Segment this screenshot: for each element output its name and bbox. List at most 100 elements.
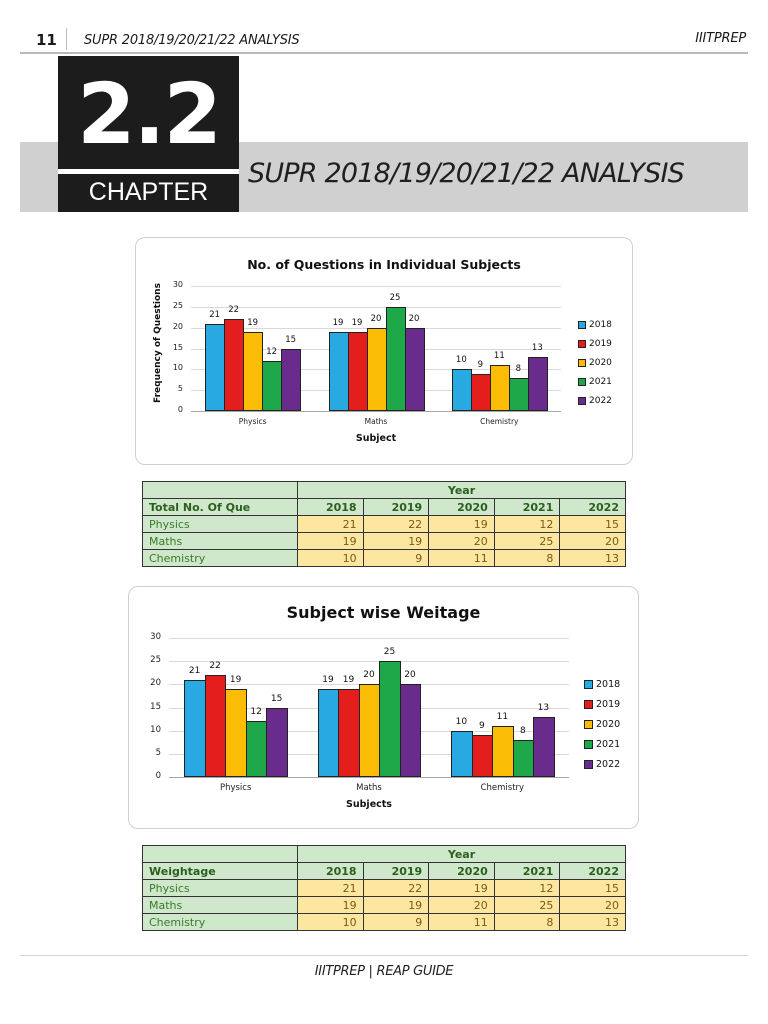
data-label: 9 [477,359,484,370]
bar-physics-2020 [225,688,247,777]
legend-item-2020: 2020 [578,358,612,368]
table-cell: 11 [428,913,495,931]
x-tick-label: Chemistry [480,783,525,793]
weightage-table: Year Weightage 2018 2019 2020 2021 2022 Physics… [142,845,626,931]
table-header-row: Total No. Of Que 2018 2019 2020 2021 2022 [142,498,626,516]
x-tick-label: Maths [356,783,382,793]
y-tick-label: 20 [172,321,183,331]
bar-chemistry-2019 [471,735,494,777]
table-cell: 19 [428,879,495,897]
column-header-2021: 2021 [493,862,561,880]
x-tick-label: Physics [219,783,252,793]
y-axis-title: Frequency of Questions [153,283,163,403]
column-header-2018: 2018 [297,862,364,880]
table-cell: 20 [428,896,495,914]
data-label: 9 [478,721,485,732]
legend-swatch-icon [578,397,586,405]
table-cell: 19 [428,515,495,533]
legend-swatch-icon [584,720,593,729]
legend-item-2019: 2019 [578,339,612,349]
bar-maths-2019 [347,331,368,411]
data-label: 20 [404,670,416,681]
table-cell: 21 [297,515,364,533]
legend-label: 2018 [589,320,612,330]
bar-maths-2020 [366,327,387,411]
legend-swatch-icon [578,378,586,386]
table-corner-cell [142,845,298,863]
data-label: 19 [342,674,355,685]
table-cell: 10 [297,913,364,931]
table-cell: 19 [362,896,430,914]
legend-swatch-icon [584,700,593,709]
table-group-header-row: Year [142,481,626,499]
y-tick-label: 20 [150,678,161,689]
data-label: 22 [209,661,221,672]
row-label: Maths [142,532,298,550]
legend-label: 2019 [596,699,621,710]
row-label: Physics [142,515,298,533]
data-label: 20 [370,313,382,324]
bar-chemistry-2018 [451,369,472,411]
legend-label: 2021 [596,739,621,750]
bar-chemistry-2021 [508,377,529,411]
row-label: Chemistry [142,913,298,931]
year-group-header: Year [297,845,626,863]
bar-physics-2020 [243,331,264,411]
bar-maths-2022 [404,327,425,411]
chapter-badge: 2.2 CHAPTER [58,56,239,212]
bar-maths-2020 [358,684,381,777]
chapter-title: SUPR 2018/19/20/21/22 ANALYSIS [248,158,685,189]
data-label: 8 [515,363,522,374]
bar-physics-2022 [266,707,288,777]
legend-item-2018: 2018 [578,320,612,330]
legend-label: 2018 [596,679,621,690]
y-tick-label: 25 [172,300,183,310]
page-number: 11 [36,31,57,49]
y-tick-label: 15 [150,701,161,712]
table-cell: 8 [493,549,561,567]
table-cell: 15 [559,515,626,533]
bar-physics-2021 [245,721,268,777]
table-cell: 13 [559,549,626,567]
data-label: 19 [332,317,344,328]
bar-maths-2018 [317,688,340,777]
legend-swatch-icon [578,340,586,348]
year-group-header: Year [297,481,626,499]
table-cell: 25 [493,896,561,914]
table-cell: 8 [493,913,561,931]
y-tick-label: 15 [172,342,183,352]
data-label: 15 [285,334,297,345]
data-label: 21 [209,309,221,320]
legend-swatch-icon [578,359,586,367]
y-tick-label: 10 [150,724,161,735]
x-tick-label: Chemistry [480,417,519,426]
table-cell: 10 [297,549,364,567]
bar-maths-2019 [338,688,360,777]
data-label: 19 [351,317,363,328]
table-cell: 12 [493,515,561,533]
table-cell: 19 [297,532,364,550]
legend-item-2020: 2020 [584,719,620,730]
data-label: 20 [408,313,420,324]
table-cell: 19 [362,532,430,550]
header-brand: IIITPREP [695,31,746,46]
y-tick-label: 0 [155,771,161,781]
legend-item-2021: 2021 [584,739,620,750]
table-cell: 20 [559,532,626,550]
legend-item-2018: 2018 [584,679,620,690]
table-cell: 11 [428,549,495,567]
table-corner-label: Total No. Of Que [142,498,298,516]
table-row: Maths 19 19 20 25 20 [142,532,626,550]
column-header-2018: 2018 [297,498,364,516]
data-label: 11 [493,351,505,362]
legend-label: 2020 [589,358,612,368]
table-cell: 9 [362,913,430,931]
column-header-2019: 2019 [362,862,430,880]
plot-area: 0 5 10 15 20 25 30 21 22 19 12 15 Physics 19 19 20 25 20 M… [150,632,569,793]
table-cell: 20 [559,896,626,914]
chart-title: Subject wise Weitage [286,603,481,622]
legend-label: 2022 [589,396,612,406]
table-cell: 25 [493,532,561,550]
table-group-header-row: Year [142,845,626,863]
data-label: 13 [531,342,543,353]
